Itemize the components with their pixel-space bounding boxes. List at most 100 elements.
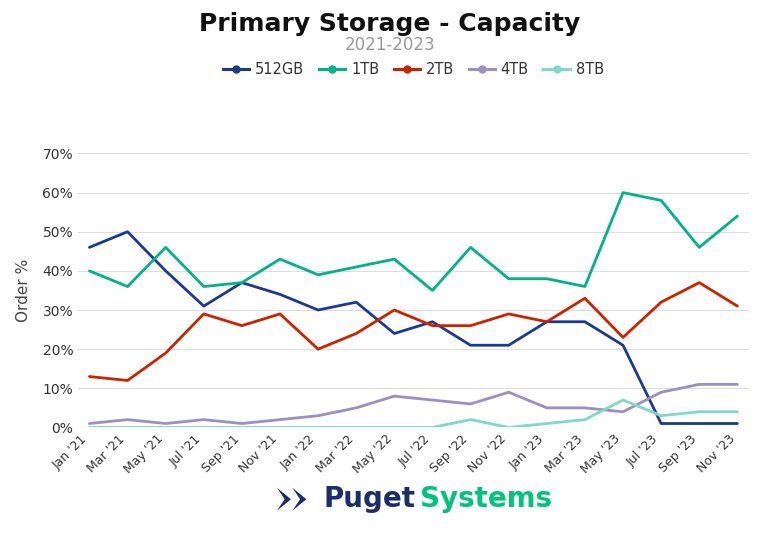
1TB bbox=[123, 283, 133, 290]
4TB bbox=[732, 381, 742, 387]
Legend: 512GB, 1TB, 2TB, 4TB, 8TB: 512GB, 1TB, 2TB, 4TB, 8TB bbox=[218, 56, 609, 83]
1TB bbox=[161, 244, 170, 250]
Line: 8TB: 8TB bbox=[90, 400, 737, 427]
Line: 512GB: 512GB bbox=[90, 232, 737, 424]
8TB bbox=[694, 408, 704, 415]
1TB bbox=[352, 264, 361, 270]
8TB bbox=[427, 424, 437, 431]
1TB bbox=[314, 271, 323, 278]
4TB bbox=[466, 401, 475, 407]
4TB bbox=[275, 416, 285, 423]
4TB bbox=[542, 404, 551, 411]
Line: 2TB: 2TB bbox=[90, 283, 737, 380]
8TB bbox=[237, 424, 246, 431]
8TB bbox=[85, 424, 94, 431]
4TB bbox=[657, 389, 666, 396]
Line: 4TB: 4TB bbox=[90, 384, 737, 424]
8TB bbox=[123, 424, 133, 431]
4TB bbox=[619, 408, 628, 415]
1TB bbox=[619, 189, 628, 196]
512GB bbox=[123, 229, 133, 235]
1TB bbox=[542, 276, 551, 282]
4TB bbox=[504, 389, 513, 396]
512GB bbox=[275, 291, 285, 298]
2TB bbox=[390, 307, 399, 313]
1TB bbox=[275, 256, 285, 262]
1TB bbox=[427, 287, 437, 294]
2TB bbox=[275, 311, 285, 317]
512GB bbox=[199, 303, 208, 310]
2TB bbox=[237, 322, 246, 329]
1TB bbox=[466, 244, 475, 250]
1TB bbox=[237, 279, 246, 286]
512GB bbox=[619, 342, 628, 349]
2TB bbox=[161, 350, 170, 356]
2TB bbox=[542, 318, 551, 325]
4TB bbox=[199, 416, 208, 423]
512GB bbox=[427, 318, 437, 325]
512GB bbox=[732, 420, 742, 427]
512GB bbox=[314, 307, 323, 313]
1TB bbox=[85, 267, 94, 274]
Text: Systems: Systems bbox=[420, 484, 551, 513]
2TB bbox=[199, 311, 208, 317]
512GB bbox=[694, 420, 704, 427]
4TB bbox=[390, 393, 399, 399]
8TB bbox=[390, 424, 399, 431]
1TB bbox=[199, 283, 208, 290]
8TB bbox=[504, 424, 513, 431]
Polygon shape bbox=[277, 488, 291, 511]
2TB bbox=[352, 330, 361, 337]
512GB bbox=[504, 342, 513, 349]
Line: 1TB: 1TB bbox=[90, 192, 737, 290]
512GB bbox=[580, 318, 590, 325]
1TB bbox=[694, 244, 704, 250]
8TB bbox=[352, 424, 361, 431]
1TB bbox=[580, 283, 590, 290]
512GB bbox=[657, 420, 666, 427]
2TB bbox=[314, 346, 323, 352]
4TB bbox=[427, 397, 437, 403]
4TB bbox=[580, 404, 590, 411]
512GB bbox=[352, 299, 361, 305]
2TB bbox=[85, 373, 94, 380]
8TB bbox=[275, 424, 285, 431]
2TB bbox=[427, 322, 437, 329]
4TB bbox=[352, 404, 361, 411]
4TB bbox=[161, 420, 170, 427]
512GB bbox=[390, 330, 399, 337]
8TB bbox=[161, 424, 170, 431]
8TB bbox=[732, 408, 742, 415]
1TB bbox=[657, 197, 666, 204]
2TB bbox=[580, 295, 590, 301]
512GB bbox=[542, 318, 551, 325]
8TB bbox=[199, 424, 208, 431]
2TB bbox=[123, 377, 133, 384]
Text: 2021-2023: 2021-2023 bbox=[345, 36, 435, 54]
2TB bbox=[504, 311, 513, 317]
1TB bbox=[732, 213, 742, 219]
8TB bbox=[542, 420, 551, 427]
8TB bbox=[466, 416, 475, 423]
2TB bbox=[657, 299, 666, 305]
2TB bbox=[732, 303, 742, 310]
1TB bbox=[504, 276, 513, 282]
2TB bbox=[466, 322, 475, 329]
2TB bbox=[694, 279, 704, 286]
4TB bbox=[85, 420, 94, 427]
Text: Puget: Puget bbox=[324, 484, 416, 513]
8TB bbox=[657, 413, 666, 419]
8TB bbox=[619, 397, 628, 403]
2TB bbox=[619, 334, 628, 341]
Text: Primary Storage - Capacity: Primary Storage - Capacity bbox=[200, 12, 580, 36]
512GB bbox=[237, 279, 246, 286]
512GB bbox=[161, 267, 170, 274]
4TB bbox=[123, 416, 133, 423]
1TB bbox=[390, 256, 399, 262]
512GB bbox=[466, 342, 475, 349]
512GB bbox=[85, 244, 94, 250]
4TB bbox=[237, 420, 246, 427]
Polygon shape bbox=[292, 488, 307, 511]
4TB bbox=[694, 381, 704, 387]
8TB bbox=[580, 416, 590, 423]
